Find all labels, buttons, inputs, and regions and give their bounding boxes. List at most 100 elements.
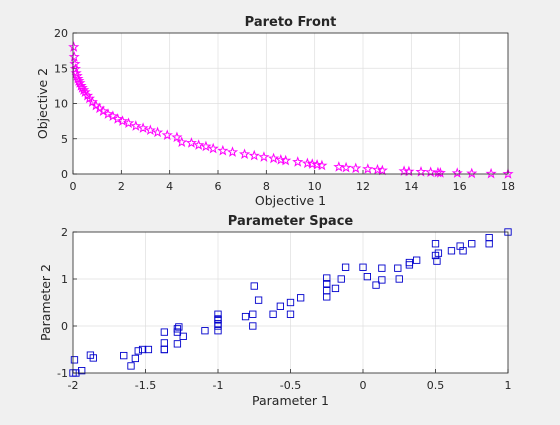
square-marker [337, 275, 345, 283]
chart-title: Parameter Space [228, 214, 354, 229]
square-marker [131, 354, 139, 363]
parameter-points [69, 228, 512, 377]
square-marker [468, 240, 476, 248]
square-marker [269, 310, 277, 318]
star-marker [333, 161, 345, 172]
square-marker [214, 310, 222, 318]
star-marker [248, 149, 260, 161]
star-marker [171, 131, 183, 143]
x-tick-label: 6 [215, 180, 222, 193]
star-marker [340, 161, 352, 173]
star-marker [68, 51, 80, 62]
star-marker [130, 120, 142, 131]
square-marker [78, 367, 86, 375]
x-tick-label: -0.5 [280, 379, 301, 392]
square-marker [323, 293, 331, 301]
star-marker [371, 163, 384, 175]
star-marker [280, 154, 292, 166]
x-tick-labels: 0 2 4 6 8 10 12 14 16 18 [70, 180, 516, 193]
square-marker [485, 233, 493, 242]
y-tick-label: 2 [61, 226, 68, 239]
square-marker [378, 264, 386, 272]
star-marker [451, 167, 463, 178]
y-tick-label: 5 [61, 133, 68, 146]
star-marker [176, 136, 188, 148]
x-tick-label: 0 [70, 180, 77, 193]
chart-title: Pareto Front [245, 15, 337, 30]
star-marker [161, 129, 173, 140]
square-marker [214, 315, 222, 323]
square-marker [89, 354, 97, 362]
x-tick-label: 1 [505, 379, 512, 392]
x-axis-label: Objective 1 [255, 193, 326, 208]
x-tick-labels: -2 -1.5 -1 -0.5 0 0.5 1 [68, 379, 512, 392]
square-marker [447, 247, 456, 255]
star-marker [350, 162, 362, 174]
star-marker [217, 144, 229, 156]
star-marker [258, 151, 270, 162]
star-marker [151, 126, 164, 138]
star-marker [238, 148, 251, 160]
square-marker [214, 327, 222, 335]
square-marker [459, 247, 467, 255]
square-marker [413, 256, 421, 264]
x-tick-label: 14 [404, 180, 418, 193]
x-tick-label: 0 [360, 379, 367, 392]
star-marker [200, 140, 212, 152]
star-marker [116, 115, 129, 126]
square-marker [160, 328, 168, 336]
square-marker [249, 310, 257, 318]
star-marker [403, 165, 415, 177]
x-tick-label: 16 [453, 180, 467, 193]
square-marker [179, 332, 187, 340]
square-marker [241, 312, 250, 321]
square-marker [201, 327, 209, 335]
square-marker [363, 273, 371, 281]
star-marker [466, 167, 478, 179]
square-marker [249, 322, 257, 330]
square-marker [405, 261, 414, 269]
x-tick-label: 12 [356, 180, 370, 193]
square-marker [331, 284, 340, 293]
x-tick-label: -1 [213, 379, 224, 392]
square-marker [173, 340, 182, 348]
square-marker [276, 302, 284, 310]
star-marker [144, 124, 156, 136]
star-marker [301, 157, 314, 169]
square-marker [175, 323, 183, 331]
x-tick-label: -1.5 [135, 379, 156, 392]
x-tick-label: 2 [118, 180, 125, 193]
square-marker [120, 351, 128, 360]
star-marker [193, 139, 205, 150]
x-tick-label: 8 [263, 180, 270, 193]
star-marker [122, 117, 135, 128]
star-marker [275, 154, 287, 165]
star-marker [72, 72, 84, 84]
star-marker [76, 82, 88, 93]
x-tick-label: 18 [501, 180, 515, 193]
y-axis-label: Objective 2 [35, 68, 50, 139]
star-marker [207, 142, 219, 154]
square-marker [378, 276, 386, 284]
square-marker [173, 328, 182, 336]
star-marker [97, 105, 109, 117]
star-marker [112, 113, 124, 124]
square-marker [160, 345, 168, 354]
square-marker [372, 281, 380, 289]
square-marker [394, 264, 402, 272]
y-tick-label: 10 [54, 98, 68, 111]
square-marker [395, 275, 403, 283]
square-marker [70, 356, 79, 364]
y-tick-label: -1 [57, 367, 68, 380]
square-marker [341, 263, 350, 271]
star-marker [75, 79, 87, 91]
x-tick-label: -2 [68, 379, 79, 392]
star-marker [102, 108, 114, 119]
axes-box [72, 32, 509, 175]
y-tick-label: 1 [61, 273, 68, 286]
star-marker [362, 163, 374, 174]
star-marker [316, 159, 328, 171]
